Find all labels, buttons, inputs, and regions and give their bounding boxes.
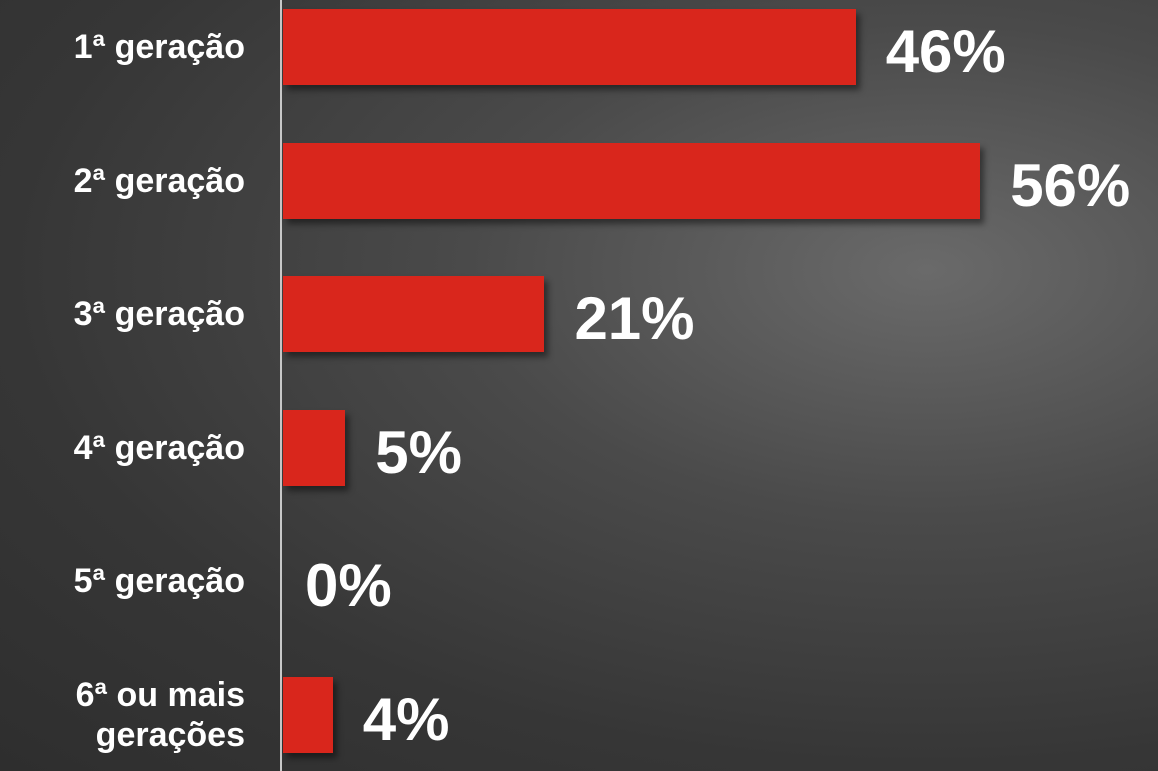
category-label: 1ª geração [5,27,245,67]
category-label: 6ª ou mais gerações [5,675,245,755]
value-label: 0% [305,556,392,616]
bar [283,410,345,486]
value-label: 4% [363,690,450,750]
category-label: 5ª geração [5,561,245,601]
axis-line [280,0,282,771]
value-label: 56% [1010,156,1130,216]
value-label: 46% [886,22,1006,82]
bar [283,276,544,352]
category-label: 4ª geração [5,428,245,468]
chart: 1ª geração 46% 2ª geração 56% 3ª geração 21% 4… [0,0,1158,771]
value-label: 21% [574,289,694,349]
value-label: 5% [375,423,462,483]
bar [283,143,980,219]
bar [283,9,856,85]
category-label: 3ª geração [5,294,245,334]
bar [283,677,333,753]
category-label: 2ª geração [5,161,245,201]
